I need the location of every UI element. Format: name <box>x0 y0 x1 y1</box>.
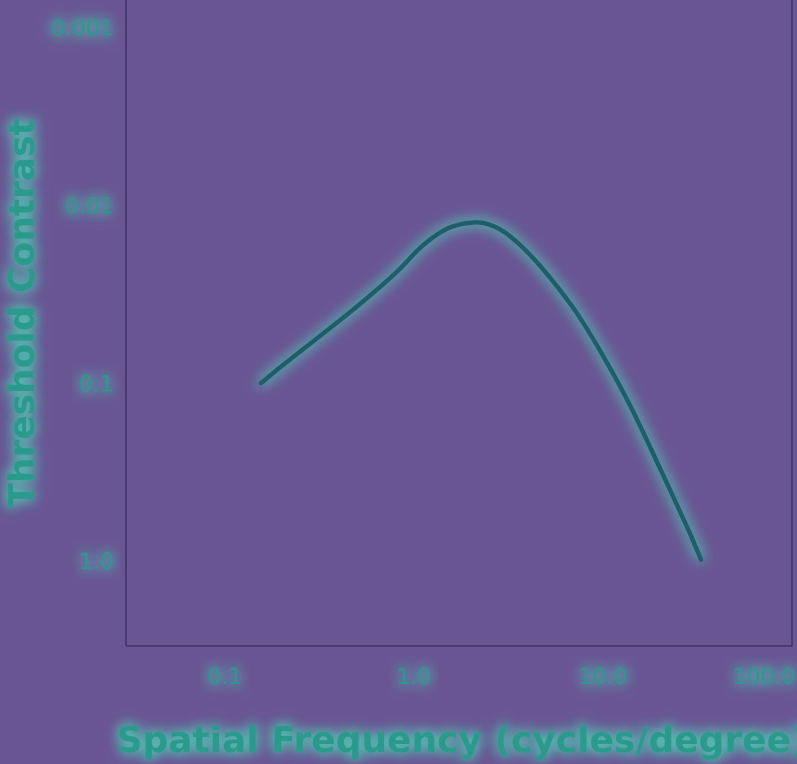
y-axis-title: Threshold Contrast <box>2 118 43 507</box>
x-tick-label: 100.0 <box>733 665 796 690</box>
x-tick-label: 10.0 <box>578 665 627 690</box>
y-tick-label: 0.1 <box>79 372 114 397</box>
x-tick-label: 0.1 <box>207 665 242 690</box>
x-tick-labels: 0.1 1.0 10.0 100.0 <box>207 665 795 690</box>
x-axis-title: Spatial Frequency (cycles/degree) <box>117 720 797 761</box>
y-tick-label: 0.01 <box>65 194 114 219</box>
y-tick-label: 0.001 <box>51 17 114 42</box>
series-layer <box>258 220 704 562</box>
x-tick-label: 1.0 <box>396 665 431 690</box>
y-tick-labels: 0.001 0.01 0.1 1.0 <box>51 17 114 576</box>
csf-curve <box>258 220 704 562</box>
plot-axes <box>125 0 793 647</box>
y-tick-label: 1.0 <box>79 550 114 575</box>
